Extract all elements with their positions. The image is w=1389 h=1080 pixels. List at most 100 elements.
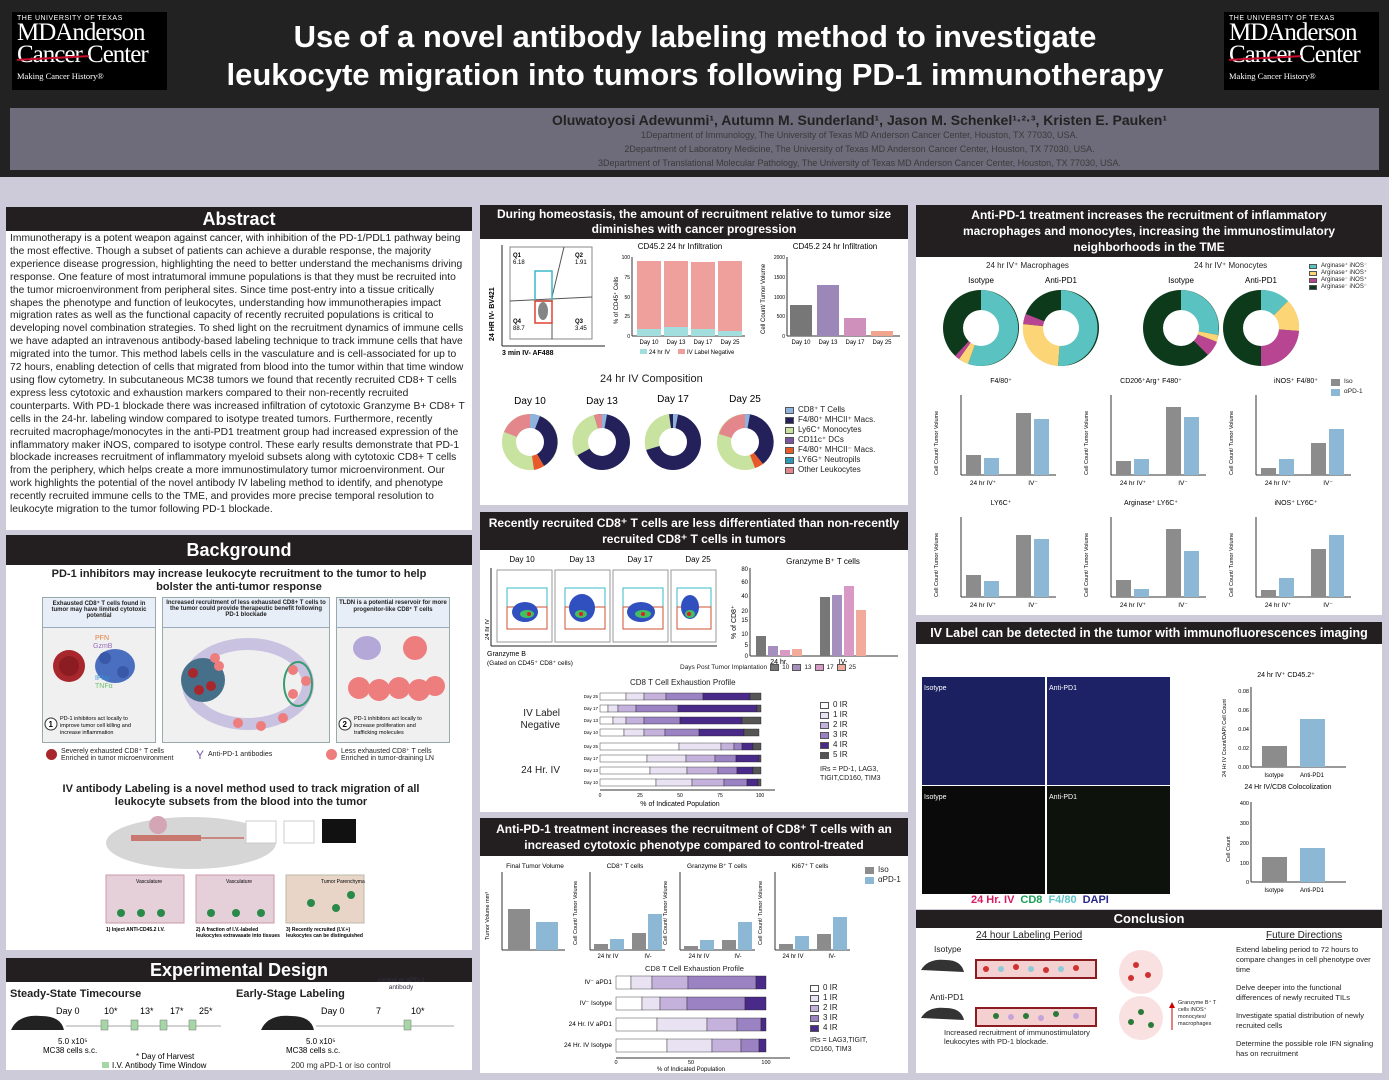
svg-text:increase inflammation: increase inflammation bbox=[60, 730, 114, 736]
legend-exhausted: Severely exhausted CD8⁺ T cells Enriched… bbox=[46, 747, 176, 762]
svg-text:100: 100 bbox=[622, 255, 631, 261]
svg-text:0: 0 bbox=[1246, 880, 1249, 886]
svg-text:24 hr IV⁺: 24 hr IV⁺ bbox=[1120, 480, 1147, 487]
authors-block: Oluwatoyosi Adewunmi¹, Autumn M. Sunderl… bbox=[10, 108, 1379, 170]
svg-text:24 Hr IV Count/DAPI Cell Count: 24 Hr IV Count/DAPI Cell Count bbox=[1222, 699, 1228, 777]
svg-text:IV Label Negative: IV Label Negative bbox=[687, 350, 735, 356]
donut-macro-antipd1 bbox=[1022, 290, 1099, 367]
svg-text:Q1: Q1 bbox=[513, 253, 522, 259]
svg-text:iNOS⁺ LY6C⁺: iNOS⁺ LY6C⁺ bbox=[1274, 500, 1317, 507]
svg-text:IV-: IV- bbox=[734, 954, 741, 960]
svg-text:Anti-PD1: Anti-PD1 bbox=[1045, 276, 1078, 285]
svg-text:increase proliferation and: increase proliferation and bbox=[354, 723, 416, 729]
abstract-text: Immunotherapy is a potent weapon against… bbox=[10, 233, 465, 516]
affiliation-3: 3Department of Translational Molecular P… bbox=[597, 158, 1122, 168]
svg-text:Day 25: Day 25 bbox=[685, 555, 711, 564]
svg-text:IV-: IV- bbox=[839, 659, 848, 666]
stain-legend: 24 Hr. IV CD8 F4/80 DAPI bbox=[971, 894, 1109, 906]
author-names: Oluwatoyosi Adewunmi¹, Autumn M. Sunderl… bbox=[551, 112, 1168, 128]
svg-text:IV-: IV- bbox=[644, 954, 651, 960]
svg-text:24 hr IV: 24 hr IV bbox=[649, 350, 670, 356]
box-exhausted-cells: Exhausted CD8⁺ T cells found in tumor ma… bbox=[42, 597, 156, 743]
svg-text:15: 15 bbox=[741, 618, 748, 624]
conclusion-summary: Increased recruitment of immunostimulato… bbox=[944, 1028, 1090, 1046]
svg-text:CD45.2 24 hr Infiltration: CD45.2 24 hr Infiltration bbox=[638, 242, 723, 251]
svg-text:3) Recently recruited (I.V.+): 3) Recently recruited (I.V.+) bbox=[286, 927, 350, 933]
svg-text:24 hr.: 24 hr. bbox=[770, 659, 788, 666]
svg-text:Cell Count/ Tumor Volume: Cell Count/ Tumor Volume bbox=[758, 881, 764, 945]
svg-text:Granzyme B⁺ T cells: Granzyme B⁺ T cells bbox=[786, 557, 860, 566]
svg-text:Tumor Parenchyma: Tumor Parenchyma bbox=[321, 879, 365, 885]
recruitment-cycle-illustration bbox=[181, 638, 314, 731]
svg-text:CD8⁺ T cells: CD8⁺ T cells bbox=[607, 863, 645, 870]
poster-title: Use of a novel antibody labeling method … bbox=[226, 19, 1164, 92]
svg-text:IV⁻: IV⁻ bbox=[1178, 602, 1188, 609]
svg-text:Cell Count/ Tumor Volume: Cell Count/ Tumor Volume bbox=[1229, 411, 1235, 475]
svg-text:Ki67⁺ T cells: Ki67⁺ T cells bbox=[792, 863, 830, 870]
abstract-panel: Abstract Immunotherapy is a potent weapo… bbox=[6, 207, 472, 530]
svg-text:Cell Count/ Tumor Volume: Cell Count/ Tumor Volume bbox=[1084, 411, 1090, 475]
svg-text:300: 300 bbox=[1240, 821, 1249, 827]
svg-text:Cell Count/ Tumor Volume: Cell Count/ Tumor Volume bbox=[663, 881, 669, 945]
svg-text:% of Indicated Population: % of Indicated Population bbox=[657, 1067, 725, 1072]
svg-text:IV⁻: IV⁻ bbox=[1323, 602, 1333, 609]
svg-text:Cell Count/ Tumor Volume: Cell Count/ Tumor Volume bbox=[1084, 533, 1090, 597]
svg-text:Vasculature: Vasculature bbox=[226, 879, 252, 885]
svg-text:Q2: Q2 bbox=[575, 253, 584, 259]
svg-text:Cell Count/ Tumor Volume: Cell Count/ Tumor Volume bbox=[1229, 533, 1235, 597]
if-title: IV Label can be detected in the tumor wi… bbox=[916, 622, 1382, 644]
future-item: Investigate spatial distribution of newl… bbox=[1236, 1011, 1364, 1030]
arginase-inos-legend: Arginase⁺ iNOS⁻ Arginase⁺ iNOS⁺ Arginase… bbox=[1309, 263, 1367, 291]
svg-text:Day 10: Day 10 bbox=[639, 340, 659, 346]
svg-text:Day 0: Day 0 bbox=[321, 1006, 345, 1016]
svg-text:Day 25: Day 25 bbox=[584, 694, 599, 699]
svg-text:24 HR IV- BV421: 24 HR IV- BV421 bbox=[489, 287, 496, 341]
svg-text:Cell Count/ Tumor Volume: Cell Count/ Tumor Volume bbox=[934, 411, 940, 475]
exhaustion-profile-chart: Day 25 Day 17 Day 13 Day 10 Day 25 Day 17 Day… bbox=[584, 692, 775, 808]
svg-text:GzmB: GzmB bbox=[93, 643, 113, 650]
iv-labeling-diagram: Vasculature Vasculature Tumor Parenchyma… bbox=[105, 816, 365, 939]
svg-text:Anti-PD1: Anti-PD1 bbox=[1300, 888, 1325, 894]
immunofluorescence-panel: IV Label can be detected in the tumor wi… bbox=[916, 622, 1382, 909]
svg-text:Day 10: Day 10 bbox=[509, 555, 535, 564]
donut-day25 bbox=[717, 413, 774, 470]
svg-text:I.V. Antibody Time Window: I.V. Antibody Time Window bbox=[112, 1061, 207, 1070]
group-label-24hr: 24 Hr. IV bbox=[521, 765, 560, 776]
myeloid-donuts: Isotype Anti-PD1 Isotype Anti-PD1 bbox=[943, 276, 1300, 367]
svg-text:Day 0: Day 0 bbox=[56, 1006, 80, 1016]
svg-text:24 hr IV⁺: 24 hr IV⁺ bbox=[1265, 602, 1292, 609]
svg-text:0.08: 0.08 bbox=[1238, 689, 1249, 695]
svg-text:Day 17: Day 17 bbox=[584, 756, 599, 761]
if-image-antipd1-bottom: Anti-PD1 bbox=[1047, 786, 1170, 894]
svg-text:Granzyme B⁺ T cells: Granzyme B⁺ T cells bbox=[687, 863, 748, 870]
svg-text:1500: 1500 bbox=[774, 275, 785, 281]
svg-text:Day 10: Day 10 bbox=[791, 340, 811, 346]
donut-section-title: 24 hr IV Composition bbox=[600, 373, 703, 385]
svg-text:1: 1 bbox=[49, 720, 54, 729]
svg-text:100: 100 bbox=[756, 793, 765, 799]
svg-text:Day 25: Day 25 bbox=[729, 394, 761, 405]
if-quantification-charts: 24 hr IV⁺ CD45.2⁺ 0.00 0.02 0.04 0.06 0.08 I… bbox=[1222, 672, 1346, 894]
box-tdln-reservoir: TLDN is a potential reservoir for more p… bbox=[336, 597, 450, 743]
svg-text:Day 17: Day 17 bbox=[627, 555, 653, 564]
svg-text:Cell Count/ Tumor Volume: Cell Count/ Tumor Volume bbox=[573, 881, 579, 945]
svg-text:Anti-PD1: Anti-PD1 bbox=[1245, 276, 1278, 285]
svg-text:0: 0 bbox=[627, 334, 630, 340]
background-subtitle-2: IV antibody Labeling is a novel method u… bbox=[62, 783, 420, 808]
svg-text:24 hr IV: 24 hr IV bbox=[597, 954, 618, 960]
svg-text:3 min IV- AF488: 3 min IV- AF488 bbox=[502, 350, 554, 357]
svg-text:IFNγ: IFNγ bbox=[95, 675, 110, 682]
svg-text:50: 50 bbox=[624, 295, 630, 301]
cd8-section-title: Recently recruited CD8⁺ T cells are less… bbox=[480, 512, 908, 550]
svg-text:Anti-PD1: Anti-PD1 bbox=[1300, 773, 1325, 779]
antipd1-label: Anti-PD1 bbox=[930, 992, 965, 1002]
svg-text:10*: 10* bbox=[104, 1006, 118, 1016]
svg-text:Final Tumor Volume: Final Tumor Volume bbox=[506, 863, 564, 870]
svg-text:(Gated on CD45⁺ CD8⁺ cells): (Gated on CD45⁺ CD8⁺ cells) bbox=[487, 660, 573, 667]
svg-text:1000: 1000 bbox=[774, 295, 785, 301]
svg-text:PD-1 inhibitors act locally to: PD-1 inhibitors act locally to bbox=[60, 716, 128, 722]
svg-text:leukocytes extravasate into ti: leukocytes extravasate into tissues bbox=[196, 933, 280, 939]
svg-text:PFN: PFN bbox=[95, 635, 109, 642]
svg-text:40: 40 bbox=[741, 594, 748, 600]
svg-text:80: 80 bbox=[741, 567, 748, 573]
